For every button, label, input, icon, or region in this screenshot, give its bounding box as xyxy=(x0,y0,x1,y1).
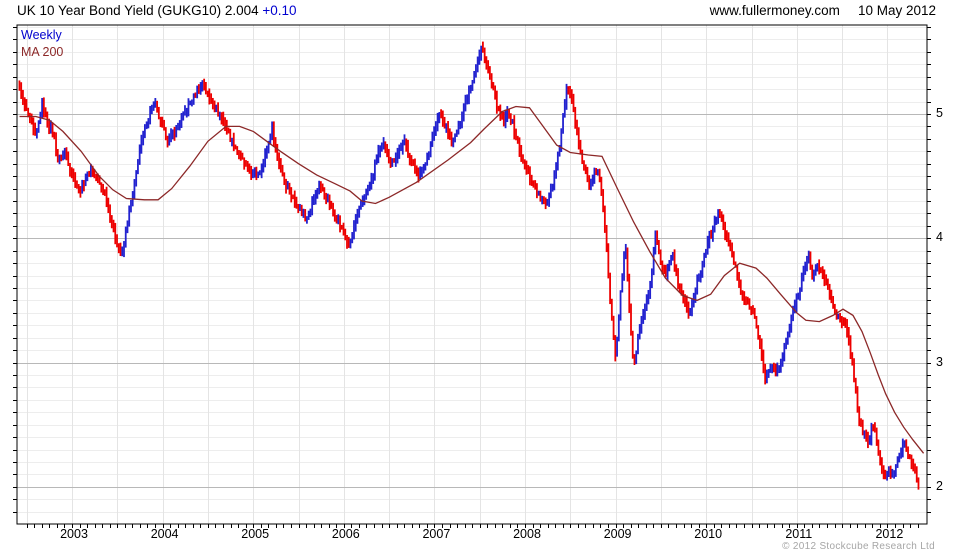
legend-ma200: MA 200 xyxy=(21,45,64,59)
chart-title-change: +0.10 xyxy=(262,3,297,18)
x-axis-label: 2011 xyxy=(785,527,813,541)
x-axis-label: 2005 xyxy=(241,527,270,541)
weekly-bars-series xyxy=(18,41,920,490)
site-link[interactable]: www.fullermoney.com xyxy=(709,3,840,18)
header-right: www.fullermoney.com 10 May 2012 xyxy=(710,3,936,18)
y-axis-label: 4 xyxy=(936,230,943,245)
x-axis-label: 2010 xyxy=(694,527,723,541)
y-axis-label: 2 xyxy=(936,478,943,493)
x-axis-label: 2006 xyxy=(331,527,360,541)
chart-date: 10 May 2012 xyxy=(857,3,936,18)
chart-title: UK 10 Year Bond Yield (GUKG10) 2.004 +0.… xyxy=(17,3,297,18)
x-axis-label: 2004 xyxy=(150,527,179,541)
x-axis-label: 2012 xyxy=(875,527,904,541)
chart-title-main: UK 10 Year Bond Yield (GUKG10) 2.004 xyxy=(17,3,263,18)
gridlines-minor xyxy=(17,27,927,513)
y-axis-label: 3 xyxy=(936,354,943,369)
gridlines-major xyxy=(17,114,927,488)
y-axis-label: 5 xyxy=(936,106,943,120)
x-axis-label: 2003 xyxy=(60,527,88,541)
plot-border xyxy=(16,24,928,525)
copyright-note: © 2012 Stockcube Research Ltd xyxy=(782,541,935,552)
ma200-line xyxy=(19,105,925,454)
x-axis-label: 2008 xyxy=(513,527,541,541)
gridlines-vertical xyxy=(27,25,888,524)
x-axis-label: 2007 xyxy=(422,527,451,541)
chart-legend: Weekly MA 200 xyxy=(21,27,63,61)
axis-ticks xyxy=(13,27,931,528)
x-axis-label: 2009 xyxy=(603,527,632,541)
legend-weekly: Weekly xyxy=(21,28,62,42)
